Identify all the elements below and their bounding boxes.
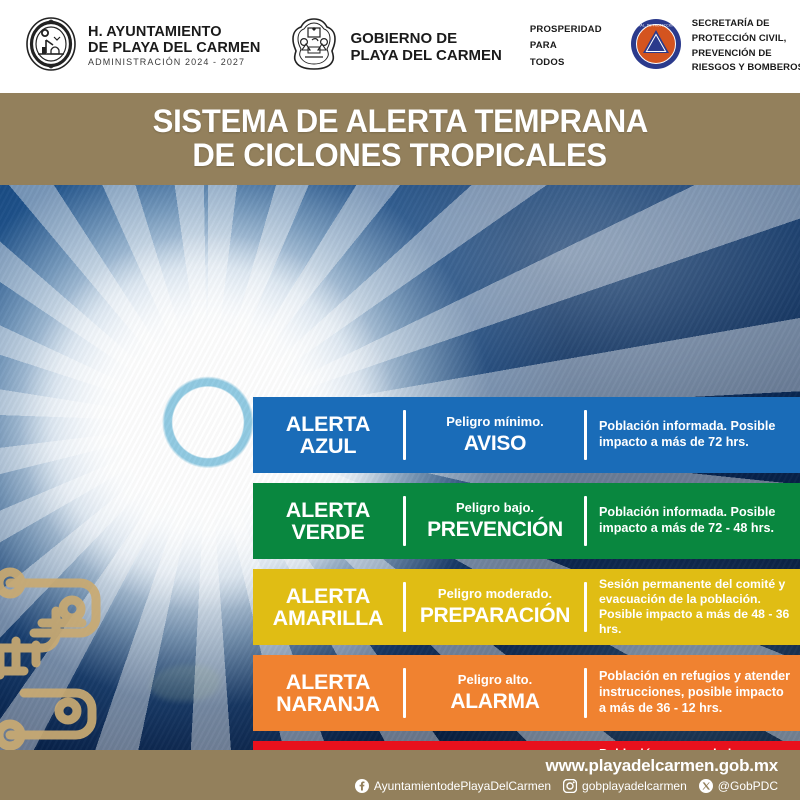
alert-divider <box>403 410 406 460</box>
alert-description-amarilla: Sesión permanente del comité y evacuació… <box>599 577 790 636</box>
alert-description-roja: Población resguardada e informada, impac… <box>587 741 800 750</box>
alert-row-naranja[interactable]: ALERTA NARANJA Peligro alto. ALARMA Pobl… <box>253 655 800 731</box>
circuit-pattern-icon <box>0 553 184 750</box>
municipal-line-2: DE PLAYA DEL CARMEN <box>88 39 261 56</box>
alert-row-roja[interactable]: ALERTA ROJA Peligro máximo. AFECTACIÓN P… <box>253 741 800 750</box>
social-x[interactable]: @GobPDC <box>698 779 778 794</box>
alert-name-verde: ALERTA VERDE <box>253 483 403 559</box>
facebook-handle: AyuntamientodePlayaDelCarmen <box>373 779 552 794</box>
x-twitter-icon <box>698 779 713 794</box>
municipal-administration: ADMINISTRACIÓN 2024 - 2027 <box>88 57 246 68</box>
alert-name-line-2: VERDE <box>291 520 365 544</box>
government-logo-text: GOBIERNO DE PLAYA DEL CARMEN <box>350 30 501 64</box>
government-line-2: PLAYA DEL CARMEN <box>350 46 502 64</box>
municipal-logo-text: H. AYUNTAMIENTO DE PLAYA DEL CARMEN ADMI… <box>88 23 261 68</box>
slogan-line-1: PROSPERIDAD <box>529 23 602 35</box>
alert-divider <box>403 496 406 546</box>
civil-protection-line-1: SECRETARÍA DE <box>691 18 770 30</box>
civil-protection-group: DIR. GRAL. DE PROTECCIÓN CIVIL SECRETARÍ… <box>627 17 800 76</box>
government-logo-group: GOBIERNO DE PLAYA DEL CARMEN <box>288 16 502 77</box>
alert-divider <box>584 582 587 632</box>
slogan-line-2: PARA <box>529 40 557 52</box>
alert-description-azul: Población informada. Posible impacto a m… <box>599 419 776 449</box>
page-title-line-2: DE CICLONES TROPICALES <box>192 137 608 173</box>
alert-row-verde[interactable]: ALERTA VERDE Peligro bajo. PREVENCIÓN Po… <box>253 483 800 559</box>
svg-text:DIR. GRAL. DE PROTECCIÓN CIVIL: DIR. GRAL. DE PROTECCIÓN CIVIL <box>630 23 682 28</box>
alert-phase-azul: Peligro mínimo. AVISO <box>406 397 584 473</box>
alert-name-amarilla: ALERTA AMARILLA <box>253 569 403 645</box>
alert-row-amarilla[interactable]: ALERTA AMARILLA Peligro moderado. PREPAR… <box>253 569 800 645</box>
alert-danger-level: Peligro alto. <box>457 671 533 687</box>
alert-name-line-1: ALERTA <box>285 583 371 608</box>
footer-band: www.playadelcarmen.gob.mx Ayuntamientode… <box>0 750 800 800</box>
alert-divider <box>584 410 587 460</box>
municipal-line-1: H. AYUNTAMIENTO <box>88 23 222 40</box>
alert-phase-roja: Peligro máximo. AFECTACIÓN <box>406 741 584 750</box>
civil-protection-text: SECRETARÍA DE PROTECCIÓN CIVIL, PREVENCI… <box>692 17 800 76</box>
alert-phase-label: PREVENCIÓN <box>427 518 563 542</box>
slogan-line-3: TODOS <box>529 56 565 68</box>
civil-protection-shield-icon: DIR. GRAL. DE PROTECCIÓN CIVIL <box>627 18 684 75</box>
alert-danger-level: Peligro bajo. <box>455 499 534 515</box>
government-seal-icon <box>288 16 340 77</box>
hurricane-background: ALERTA AZUL Peligro mínimo. AVISO Poblac… <box>0 185 800 750</box>
x-handle: @GobPDC <box>717 779 778 794</box>
header-logo-bar: H. AYUNTAMIENTO DE PLAYA DEL CARMEN ADMI… <box>0 0 800 93</box>
alert-phase-verde: Peligro bajo. PREVENCIÓN <box>406 483 584 559</box>
facebook-icon <box>354 779 369 794</box>
alert-phase-label: AVISO <box>463 432 527 456</box>
landmass-shape <box>150 665 220 701</box>
alert-name-line-2: AMARILLA <box>272 606 384 630</box>
municipal-seal-icon <box>24 16 78 77</box>
alert-description-verde: Población informada. Posible impacto a m… <box>599 505 776 535</box>
alert-phase-label: PREPARACIÓN <box>419 604 571 628</box>
alert-description-naranja: Población en refugios y atender instrucc… <box>599 669 791 715</box>
title-band: SISTEMA DE ALERTA TEMPRANA DE CICLONES T… <box>0 93 800 185</box>
social-facebook[interactable]: AyuntamientodePlayaDelCarmen <box>354 779 552 794</box>
instagram-handle: gobplayadelcarmen <box>582 779 687 794</box>
civil-protection-line-3: PREVENCIÓN DE <box>691 47 772 59</box>
civil-protection-line-2: PROTECCIÓN CIVIL, <box>691 32 787 44</box>
alert-divider <box>584 496 587 546</box>
alert-phase-amarilla: Peligro moderado. PREPARACIÓN <box>406 569 584 645</box>
civil-protection-line-4: RIESGOS Y BOMBEROS <box>691 62 800 74</box>
alert-phase-naranja: Peligro alto. ALARMA <box>406 655 584 731</box>
slogan-block: PROSPERIDAD PARA TODOS <box>530 22 602 72</box>
social-instagram[interactable]: gobplayadelcarmen <box>563 779 687 794</box>
alert-phase-label: ALARMA <box>450 690 540 714</box>
municipal-logo-group: H. AYUNTAMIENTO DE PLAYA DEL CARMEN ADMI… <box>24 16 260 77</box>
alert-levels-list: ALERTA AZUL Peligro mínimo. AVISO Poblac… <box>253 397 800 750</box>
alert-name-naranja: ALERTA NARANJA <box>253 655 403 731</box>
alert-danger-level: Peligro mínimo. <box>446 413 544 429</box>
alert-divider <box>584 668 587 718</box>
website-url[interactable]: www.playadelcarmen.gob.mx <box>545 755 779 775</box>
alert-name-line-1: ALERTA <box>285 411 371 436</box>
alert-name-azul: ALERTA AZUL <box>253 397 403 473</box>
alert-name-roja: ALERTA ROJA <box>253 741 403 750</box>
alert-divider <box>403 668 406 718</box>
government-line-1: GOBIERNO DE <box>350 29 458 47</box>
page-title-line-1: SISTEMA DE ALERTA TEMPRANA <box>152 103 648 140</box>
alert-danger-level: Peligro moderado. <box>437 585 553 601</box>
alert-name-line-1: ALERTA <box>285 669 371 694</box>
alert-divider <box>403 582 406 632</box>
alert-row-azul[interactable]: ALERTA AZUL Peligro mínimo. AVISO Poblac… <box>253 397 800 473</box>
alert-name-line-2: AZUL <box>299 434 357 458</box>
alert-name-line-1: ALERTA <box>285 497 371 522</box>
instagram-icon <box>563 779 578 794</box>
alert-name-line-2: NARANJA <box>276 692 380 716</box>
social-links: AyuntamientodePlayaDelCarmen gobplayadel… <box>354 779 778 794</box>
